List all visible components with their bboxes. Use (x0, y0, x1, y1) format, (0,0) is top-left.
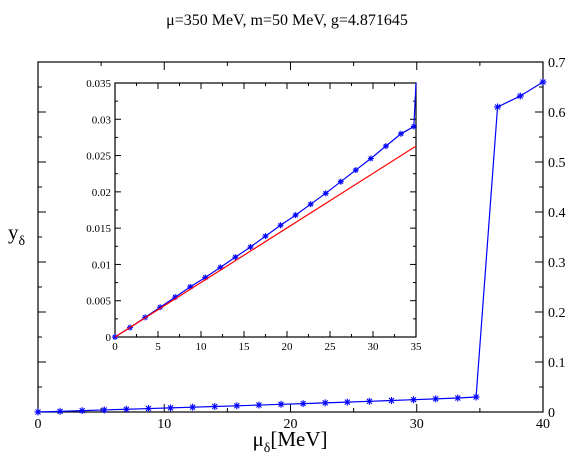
x-tick-label: 0 (35, 417, 42, 432)
x-tick-label: 40 (536, 417, 550, 432)
main-data-point (211, 403, 219, 410)
y-tick-label: 0.7 (548, 56, 566, 71)
main-data-point (144, 405, 152, 413)
inset-data-point (262, 233, 269, 240)
inset-y-tick-label: 0.035 (86, 78, 111, 90)
inset-x-tick-label: 5 (155, 341, 161, 353)
main-data-point (255, 401, 263, 409)
inset-y-tick-label: 0.025 (86, 151, 111, 163)
main-data-point (34, 408, 42, 416)
main-data-point (454, 394, 462, 402)
y-axis-label: yδ (8, 220, 26, 249)
main-data-point (410, 396, 418, 404)
inset-x-tick-label: 25 (325, 341, 337, 353)
main-data-point (78, 407, 86, 415)
main-series (34, 78, 547, 416)
inset-y-tick-label: 0.03 (92, 114, 112, 126)
x-axis-label-sub: δ (264, 441, 271, 456)
inset-data-point (307, 201, 314, 208)
inset-data-point (232, 254, 239, 261)
chart-title: μ=350 MeV, m=50 MeV, g=4.871645 (166, 12, 408, 29)
main-data-point (343, 398, 351, 406)
x-tick-label: 20 (284, 417, 298, 432)
main-data-point (365, 397, 373, 405)
main-data-point (539, 78, 547, 86)
inset-data-point (247, 244, 254, 251)
inset-data-point (397, 130, 404, 137)
main-data-point (516, 92, 524, 100)
inset-data-point (277, 222, 284, 229)
main-data-point (167, 404, 175, 412)
inset-x-tick-label: 10 (196, 341, 208, 353)
inset-x-tick-label: 20 (282, 341, 294, 353)
inset-data-point (367, 155, 374, 162)
main-data-point (189, 403, 197, 411)
inset-x-tick-label: 15 (239, 341, 251, 353)
main-data-point (56, 407, 64, 415)
y-axis-label-main: y (8, 220, 19, 244)
inset-plot-frame (114, 82, 417, 338)
inset-x-tick-label: 30 (368, 341, 380, 353)
main-data-point (299, 400, 307, 408)
inset-data-point (292, 212, 299, 219)
main-data-point (494, 103, 502, 111)
inset-series (112, 82, 417, 340)
main-data-point (100, 406, 108, 414)
x-tick-label: 30 (410, 417, 424, 432)
main-data-point (277, 400, 285, 408)
inset-data-point (337, 178, 344, 185)
inset-y-tick-label: 0 (106, 332, 112, 344)
inset-data-point (410, 123, 417, 130)
y-axis-label-sub: δ (19, 234, 26, 249)
inset-data-point (352, 167, 359, 174)
inset-y-tick-label: 0.005 (86, 296, 111, 308)
x-axis-label-tail: [MeV] (270, 427, 327, 451)
main-data-point (233, 402, 241, 410)
main-data-point (472, 393, 480, 401)
inset-data-point (382, 143, 389, 150)
y-tick-label: 0.5 (548, 156, 566, 171)
x-tick-label: 10 (157, 417, 171, 432)
inset-x-tick-label: 35 (411, 341, 423, 353)
main-data-point (321, 399, 329, 407)
main-data-point (388, 397, 395, 404)
inset-data-point (322, 190, 329, 197)
y-tick-label: 0.3 (548, 256, 566, 271)
y-tick-label: 0.2 (548, 306, 566, 321)
inset-x-tick-label: 0 (112, 341, 118, 353)
main-data-point (122, 405, 130, 413)
x-axis-label: μδ[MeV] (252, 427, 327, 456)
y-tick-label: 0.6 (548, 106, 566, 121)
inset-y-tick-label: 0.02 (92, 187, 111, 199)
y-tick-label: 0.4 (548, 206, 566, 221)
main-data-point (432, 395, 440, 403)
y-tick-label: 0 (548, 406, 555, 421)
x-axis-label-main: μ (252, 427, 263, 451)
inset-series-line (114, 82, 417, 338)
inset-y-tick-label: 0.015 (86, 223, 111, 235)
inset-linear-fit-line (114, 145, 417, 338)
inset-y-tick-label: 0.01 (92, 259, 111, 271)
y-tick-label: 0.1 (548, 356, 566, 371)
